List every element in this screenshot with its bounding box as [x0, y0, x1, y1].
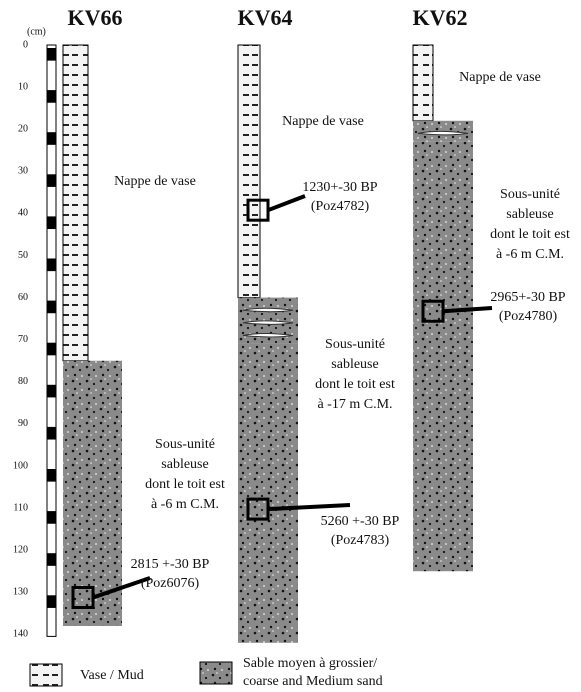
scale-label: 90	[18, 418, 28, 429]
scale-segment	[47, 384, 56, 398]
legend-sand: coarse and Medium sand	[243, 674, 383, 689]
sample-line	[92, 576, 151, 600]
sand-label: dont le toit est	[145, 477, 225, 492]
date-age: 2965+-30 BP	[490, 290, 565, 305]
column-title: KV62	[413, 5, 468, 30]
scale-segment	[47, 553, 56, 566]
scale-label: 110	[13, 502, 28, 513]
scale-label: 100	[13, 460, 28, 471]
mud-layer	[237, 44, 261, 299]
scale-label: 80	[18, 376, 28, 387]
mud-lens	[242, 332, 294, 338]
mud-label: Nappe de vase	[114, 174, 196, 189]
date-code: (Poz6076)	[141, 576, 200, 591]
scale-segment	[47, 48, 56, 61]
sand-layer	[63, 360, 122, 626]
mud-label: Nappe de vase	[459, 70, 541, 85]
sand-label: à -6 m C.M.	[496, 247, 564, 262]
scale-label: 10	[18, 81, 28, 92]
scale-segment	[47, 511, 56, 524]
date-age: 5260 +-30 BP	[321, 514, 400, 529]
scale-unit: (cm)	[27, 26, 46, 37]
legend-mud-swatch	[29, 663, 63, 687]
mud-lens	[242, 307, 294, 313]
mud-lens	[417, 130, 469, 136]
sample-line	[442, 306, 493, 314]
scale-segment	[47, 469, 56, 482]
scale-label: 120	[13, 544, 28, 555]
date-code: (Poz4782)	[311, 199, 370, 214]
legend-mud: Vase / Mud	[80, 668, 144, 683]
sand-label: dont le toit est	[315, 377, 395, 392]
scale-label: 70	[18, 334, 28, 345]
scale-segment	[47, 258, 56, 272]
legend-sand: Sable moyen à grossier/	[243, 656, 377, 671]
legend-sand-swatch	[199, 661, 233, 685]
scale-label: 130	[13, 587, 28, 598]
sand-label: Sous-unité	[325, 337, 385, 352]
scale-segment	[47, 342, 56, 356]
date-code: (Poz4780)	[499, 309, 558, 324]
scale-segment	[47, 216, 56, 230]
scale-segment	[47, 595, 56, 608]
mud-layer	[412, 44, 434, 122]
scale-label: 140	[13, 629, 28, 640]
scale-label: 30	[18, 166, 28, 177]
date-age: 1230+-30 BP	[302, 180, 377, 195]
date-age: 2815 +-30 BP	[131, 557, 210, 572]
scale-label: 20	[18, 123, 28, 134]
sand-label: sableuse	[506, 207, 553, 222]
sample-line	[267, 194, 306, 213]
sand-label: sableuse	[331, 357, 378, 372]
scale-label: 60	[18, 292, 28, 303]
scale-bar	[46, 44, 57, 637]
scale-label: 0	[23, 39, 28, 50]
sand-label: sableuse	[161, 457, 208, 472]
scale-segment	[47, 174, 56, 187]
mud-label: Nappe de vase	[282, 114, 364, 129]
scale-segment	[47, 426, 56, 440]
sand-layer	[238, 343, 298, 643]
sand-label: à -6 m C.M.	[151, 497, 219, 512]
sand-layer	[413, 141, 473, 572]
sample-line	[267, 503, 351, 512]
sand-label: Sous-unité	[155, 437, 215, 452]
scale-segment	[47, 90, 56, 103]
scale-segment	[47, 300, 56, 314]
mud-lens	[242, 320, 294, 325]
scale-segment	[47, 132, 56, 145]
scale-label: 40	[18, 208, 28, 219]
mud-layer	[62, 44, 89, 362]
date-code: (Poz4783)	[331, 533, 390, 548]
sand-label: à -17 m C.M.	[317, 397, 392, 412]
scale-label: 50	[18, 250, 28, 261]
column-title: KV64	[238, 5, 293, 30]
sand-label: dont le toit est	[490, 227, 570, 242]
column-title: KV66	[68, 5, 123, 30]
sand-label: Sous-unité	[500, 187, 560, 202]
